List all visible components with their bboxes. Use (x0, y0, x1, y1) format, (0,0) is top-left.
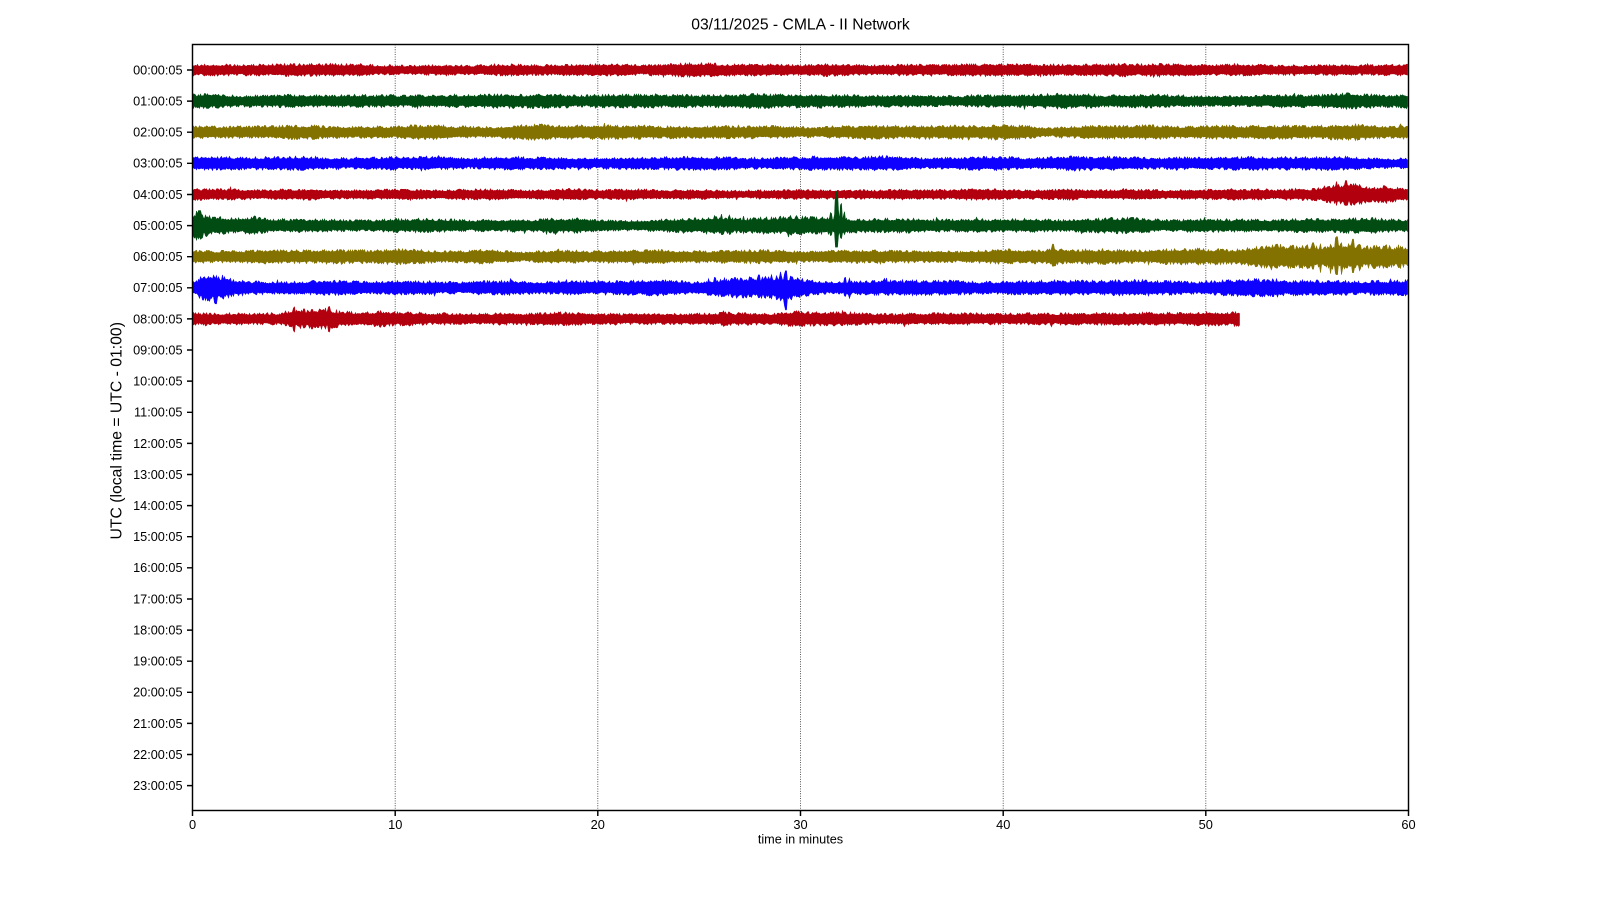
svg-text:22:00:05: 22:00:05 (133, 748, 182, 762)
svg-text:14:00:05: 14:00:05 (133, 499, 182, 513)
svg-text:03:00:05: 03:00:05 (133, 157, 182, 171)
svg-text:20: 20 (591, 817, 605, 832)
svg-text:01:00:05: 01:00:05 (133, 95, 182, 109)
svg-text:12:00:05: 12:00:05 (133, 437, 182, 451)
svg-text:00:00:05: 00:00:05 (133, 63, 182, 77)
svg-text:17:00:05: 17:00:05 (133, 592, 182, 606)
svg-text:40: 40 (996, 817, 1010, 832)
svg-text:0: 0 (189, 817, 196, 832)
svg-text:21:00:05: 21:00:05 (133, 717, 182, 731)
svg-text:30: 30 (793, 817, 807, 832)
svg-text:03/11/2025 - CMLA - II Network: 03/11/2025 - CMLA - II Network (691, 17, 910, 34)
svg-text:18:00:05: 18:00:05 (133, 624, 182, 638)
svg-text:13:00:05: 13:00:05 (133, 468, 182, 482)
svg-text:09:00:05: 09:00:05 (133, 343, 182, 357)
svg-text:10:00:05: 10:00:05 (133, 375, 182, 389)
svg-text:UTC (local time = UTC - 01:00): UTC (local time = UTC - 01:00) (109, 322, 126, 540)
svg-text:05:00:05: 05:00:05 (133, 219, 182, 233)
svg-text:11:00:05: 11:00:05 (134, 406, 182, 420)
svg-text:50: 50 (1199, 817, 1213, 832)
svg-text:08:00:05: 08:00:05 (133, 312, 182, 326)
svg-text:15:00:05: 15:00:05 (133, 530, 182, 544)
svg-text:19:00:05: 19:00:05 (133, 655, 182, 669)
svg-text:time in minutes: time in minutes (758, 832, 843, 846)
svg-text:07:00:05: 07:00:05 (133, 281, 182, 295)
svg-text:16:00:05: 16:00:05 (133, 561, 182, 575)
svg-text:23:00:05: 23:00:05 (133, 779, 182, 793)
svg-text:10: 10 (388, 817, 402, 832)
svg-text:60: 60 (1401, 817, 1415, 832)
svg-text:20:00:05: 20:00:05 (133, 686, 182, 700)
svg-text:06:00:05: 06:00:05 (133, 250, 182, 264)
svg-text:04:00:05: 04:00:05 (133, 188, 182, 202)
svg-text:02:00:05: 02:00:05 (133, 126, 182, 140)
